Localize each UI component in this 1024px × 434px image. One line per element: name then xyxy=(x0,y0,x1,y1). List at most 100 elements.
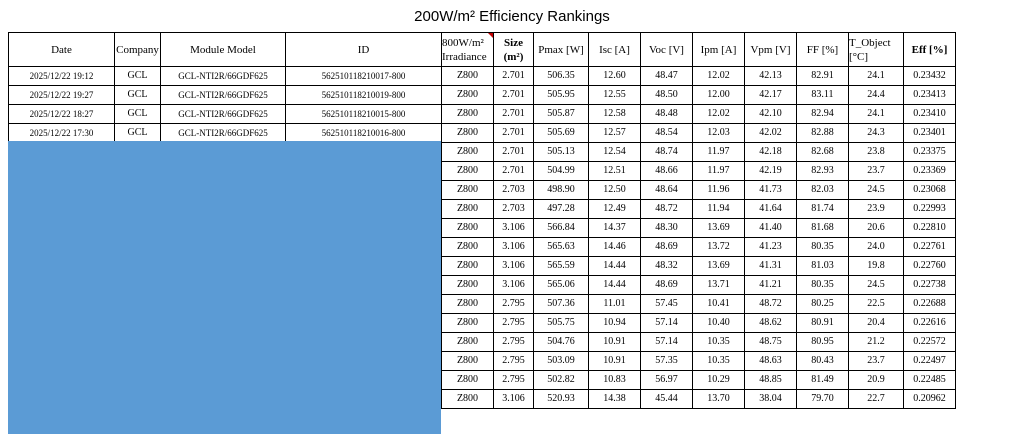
cell-pmax: 502.82 xyxy=(533,370,589,390)
cell-t-object: 23.8 xyxy=(848,142,904,162)
cell-t-object: 19.8 xyxy=(848,256,904,276)
cell-irradiance: Z800 xyxy=(441,161,494,181)
cell-irradiance: Z800 xyxy=(441,294,494,314)
cell-irradiance: Z800 xyxy=(441,104,494,124)
col-header-size: Size (m²) xyxy=(493,32,534,67)
cell-pmax: 505.69 xyxy=(533,123,589,143)
cell-ff: 82.88 xyxy=(796,123,849,143)
table-row: 2025/12/22 17:30 GCL GCL-NTI2R/66GDF625 562… xyxy=(8,123,956,143)
cell-pmax: 520.93 xyxy=(533,389,589,409)
cell-pmax: 505.13 xyxy=(533,142,589,162)
cell-t-object: 21.2 xyxy=(848,332,904,352)
cell-ipm: 10.29 xyxy=(692,370,745,390)
cell-size: 2.703 xyxy=(493,199,534,219)
cell-id: 562510118210019-800 xyxy=(285,85,442,105)
cell-eff: 0.23413 xyxy=(903,85,956,105)
cell-voc: 48.48 xyxy=(640,104,693,124)
cell-ipm: 11.97 xyxy=(692,142,745,162)
cell-t-object: 20.4 xyxy=(848,313,904,333)
cell-ipm: 11.96 xyxy=(692,180,745,200)
cell-irradiance: Z800 xyxy=(441,123,494,143)
cell-ipm: 10.35 xyxy=(692,332,745,352)
cell-irradiance: Z800 xyxy=(441,237,494,257)
table-row: 2025/12/22 18:27 GCL GCL-NTI2R/66GDF625 562… xyxy=(8,104,956,124)
cell-voc: 48.54 xyxy=(640,123,693,143)
cell-id: 562510118210016-800 xyxy=(285,123,442,143)
cell-isc: 10.91 xyxy=(588,332,641,352)
cell-t-object: 23.9 xyxy=(848,199,904,219)
cell-eff: 0.23375 xyxy=(903,142,956,162)
cell-pmax: 497.28 xyxy=(533,199,589,219)
cell-vpm: 42.02 xyxy=(744,123,797,143)
cell-date: 2025/12/22 17:30 xyxy=(8,123,115,143)
cell-ff: 81.49 xyxy=(796,370,849,390)
cell-ipm: 11.94 xyxy=(692,199,745,219)
cell-ipm: 10.40 xyxy=(692,313,745,333)
col-header-id: ID xyxy=(285,32,442,67)
cell-vpm: 48.75 xyxy=(744,332,797,352)
cell-isc: 12.58 xyxy=(588,104,641,124)
cell-eff: 0.22497 xyxy=(903,351,956,371)
cell-ff: 80.35 xyxy=(796,237,849,257)
cell-t-object: 24.1 xyxy=(848,66,904,86)
cell-size: 2.795 xyxy=(493,332,534,352)
cell-t-object: 22.5 xyxy=(848,294,904,314)
cell-pmax: 504.99 xyxy=(533,161,589,181)
cell-irradiance: Z800 xyxy=(441,313,494,333)
cell-voc: 48.32 xyxy=(640,256,693,276)
cell-size: 3.106 xyxy=(493,237,534,257)
cell-t-object: 24.1 xyxy=(848,104,904,124)
col-header-company: Company xyxy=(114,32,161,67)
cell-ipm: 13.70 xyxy=(692,389,745,409)
cell-ff: 82.68 xyxy=(796,142,849,162)
cell-vpm: 42.18 xyxy=(744,142,797,162)
cell-size: 2.701 xyxy=(493,123,534,143)
cell-irradiance: Z800 xyxy=(441,142,494,162)
cell-irradiance: Z800 xyxy=(441,256,494,276)
cell-ipm: 13.69 xyxy=(692,218,745,238)
cell-company: GCL xyxy=(114,85,161,105)
cell-size: 3.106 xyxy=(493,275,534,295)
cell-size: 2.701 xyxy=(493,104,534,124)
cell-ff: 80.25 xyxy=(796,294,849,314)
cell-ipm: 12.00 xyxy=(692,85,745,105)
table-row: 2025/12/22 19:12 GCL GCL-NTI2R/66GDF625 562… xyxy=(8,66,956,86)
cell-irradiance: Z800 xyxy=(441,351,494,371)
cell-vpm: 48.72 xyxy=(744,294,797,314)
cell-isc: 12.50 xyxy=(588,180,641,200)
cell-irradiance: Z800 xyxy=(441,370,494,390)
cell-ff: 80.95 xyxy=(796,332,849,352)
cell-t-object: 24.4 xyxy=(848,85,904,105)
cell-ff: 82.93 xyxy=(796,161,849,181)
cell-ipm: 10.41 xyxy=(692,294,745,314)
cell-ipm: 13.69 xyxy=(692,256,745,276)
table-row: 2025/12/22 19:27 GCL GCL-NTI2R/66GDF625 562… xyxy=(8,85,956,105)
cell-eff: 0.23369 xyxy=(903,161,956,181)
cell-irradiance: Z800 xyxy=(441,275,494,295)
cell-eff: 0.23410 xyxy=(903,104,956,124)
cell-module-model: GCL-NTI2R/66GDF625 xyxy=(160,66,286,86)
cell-ff: 81.03 xyxy=(796,256,849,276)
cell-company: GCL xyxy=(114,123,161,143)
cell-size: 2.703 xyxy=(493,180,534,200)
cell-t-object: 20.6 xyxy=(848,218,904,238)
cell-ff: 80.35 xyxy=(796,275,849,295)
cell-voc: 48.30 xyxy=(640,218,693,238)
cell-vpm: 48.85 xyxy=(744,370,797,390)
cell-vpm: 48.62 xyxy=(744,313,797,333)
cell-t-object: 24.5 xyxy=(848,180,904,200)
cell-voc: 48.47 xyxy=(640,66,693,86)
cell-size: 3.106 xyxy=(493,389,534,409)
redaction-block xyxy=(8,141,441,434)
cell-isc: 14.38 xyxy=(588,389,641,409)
cell-voc: 45.44 xyxy=(640,389,693,409)
cell-pmax: 498.90 xyxy=(533,180,589,200)
cell-irradiance: Z800 xyxy=(441,199,494,219)
cell-isc: 12.60 xyxy=(588,66,641,86)
cell-isc: 14.46 xyxy=(588,237,641,257)
header-row: Date Company Module Model ID 800W/m² Irradian… xyxy=(8,32,956,67)
cell-vpm: 42.13 xyxy=(744,66,797,86)
cell-eff: 0.23401 xyxy=(903,123,956,143)
col-header-pmax: Pmax [W] xyxy=(533,32,589,67)
col-header-module-model: Module Model xyxy=(160,32,286,67)
